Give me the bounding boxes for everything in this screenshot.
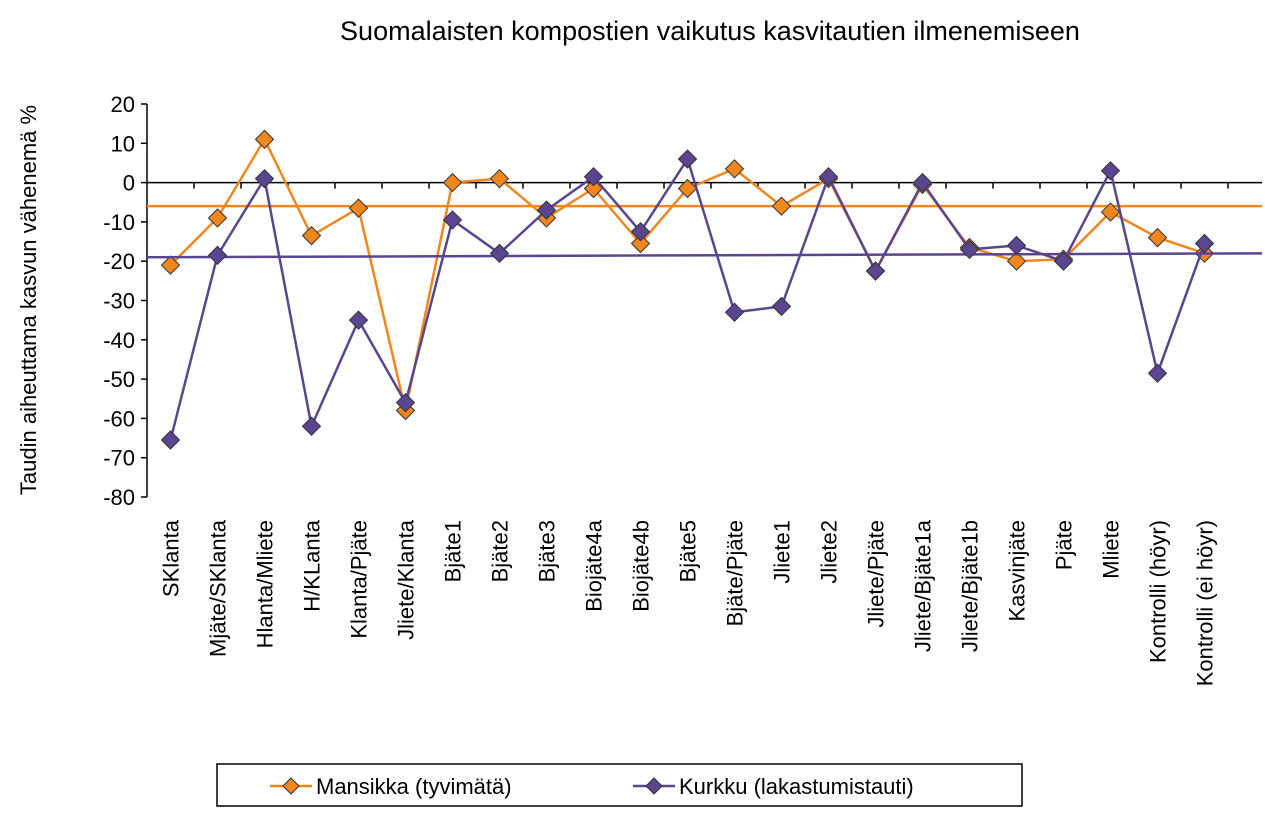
marker bbox=[912, 172, 933, 193]
x-tick-label: Biojäte4a bbox=[582, 519, 607, 612]
x-tick-label: Kontrolli (höyr) bbox=[1146, 520, 1171, 663]
marker bbox=[630, 233, 651, 254]
series-line bbox=[169, 156, 1206, 441]
x-tick-label: Mliete bbox=[1099, 520, 1124, 579]
legend-label: Kurkku (lakastumistauti) bbox=[679, 774, 914, 799]
x-tick-label: Kontrolli (ei höyr) bbox=[1193, 520, 1218, 686]
marker bbox=[1100, 161, 1121, 181]
marker bbox=[395, 392, 416, 413]
y-tick-label: -10 bbox=[103, 210, 135, 235]
y-axis-label: Taudin aiheuttama kasvun vähenemä % bbox=[16, 105, 41, 495]
marker bbox=[1006, 251, 1027, 271]
marker bbox=[442, 172, 463, 193]
marker bbox=[348, 310, 369, 330]
legend-label: Mansikka (tyvimätä) bbox=[316, 774, 512, 799]
y-tick-label: -20 bbox=[103, 249, 135, 274]
marker bbox=[1100, 202, 1121, 222]
marker bbox=[724, 159, 745, 179]
marker bbox=[160, 255, 181, 275]
marker bbox=[536, 200, 557, 220]
marker bbox=[348, 198, 369, 218]
x-tick-label: Bjäte3 bbox=[535, 520, 560, 582]
marker bbox=[583, 166, 604, 187]
marker bbox=[254, 168, 275, 189]
y-tick-label: 0 bbox=[123, 171, 135, 196]
marker bbox=[677, 149, 698, 169]
y-tick-label: 20 bbox=[111, 92, 135, 117]
marker bbox=[489, 168, 510, 189]
x-tick-label: Hlanta/Mliete bbox=[253, 520, 278, 648]
marker bbox=[1147, 363, 1168, 383]
y-tick-label: -60 bbox=[103, 406, 135, 431]
legend-marker bbox=[282, 777, 300, 795]
marker bbox=[207, 208, 228, 228]
x-tick-label: Kasvinjäte bbox=[1005, 520, 1030, 622]
y-tick-label: -80 bbox=[103, 485, 135, 510]
x-tick-label: Jliete2 bbox=[817, 520, 842, 584]
x-tick-label: Jliete/Klanta bbox=[394, 519, 419, 640]
x-tick-label: Klanta/Pjäte bbox=[347, 520, 372, 639]
marker bbox=[1053, 251, 1074, 271]
marker bbox=[442, 210, 463, 230]
marker bbox=[160, 430, 181, 450]
marker bbox=[489, 243, 510, 264]
marker bbox=[301, 416, 322, 436]
y-tick-label: -50 bbox=[103, 367, 135, 392]
chart-title: Suomalaisten kompostien vaikutus kasvita… bbox=[340, 16, 1080, 46]
marker bbox=[818, 166, 839, 187]
x-tick-label: Mjäte/SKlanta bbox=[206, 519, 231, 657]
x-tick-label: Bjäte/Pjäte bbox=[723, 520, 748, 626]
marker bbox=[771, 196, 792, 216]
x-tick-label: Pjäte bbox=[1052, 520, 1077, 570]
marker bbox=[1194, 233, 1215, 254]
marker bbox=[254, 129, 275, 150]
marker bbox=[724, 302, 745, 322]
y-tick-label: -40 bbox=[103, 328, 135, 353]
x-tick-label: Bjäte2 bbox=[488, 520, 513, 582]
legend-marker bbox=[645, 777, 663, 795]
y-tick-label: 10 bbox=[111, 131, 135, 156]
marker bbox=[630, 222, 651, 242]
x-tick-label: H/KLanta bbox=[300, 519, 325, 611]
marker bbox=[865, 261, 886, 281]
x-tick-label: Biojäte4b bbox=[629, 520, 654, 612]
marker bbox=[207, 245, 228, 266]
trend-line bbox=[146, 252, 1263, 259]
x-tick-label: Jliete/Pjäte bbox=[864, 520, 889, 628]
marker bbox=[1147, 227, 1168, 248]
y-tick-label: -30 bbox=[103, 289, 135, 314]
marker bbox=[959, 239, 980, 260]
y-tick-label: -70 bbox=[103, 446, 135, 471]
x-tick-label: Bjäte1 bbox=[441, 520, 466, 582]
x-tick-label: Jliete/Bjäte1a bbox=[911, 519, 936, 652]
marker bbox=[771, 296, 792, 317]
legend-box bbox=[216, 763, 1023, 807]
x-tick-label: SKlanta bbox=[159, 519, 184, 597]
x-tick-label: Jliete1 bbox=[770, 520, 795, 584]
marker bbox=[1006, 235, 1027, 256]
marker bbox=[677, 178, 698, 199]
x-tick-label: Bjäte5 bbox=[676, 520, 701, 582]
marker bbox=[301, 225, 322, 246]
x-tick-label: Jliete/Bjäte1b bbox=[958, 520, 983, 652]
